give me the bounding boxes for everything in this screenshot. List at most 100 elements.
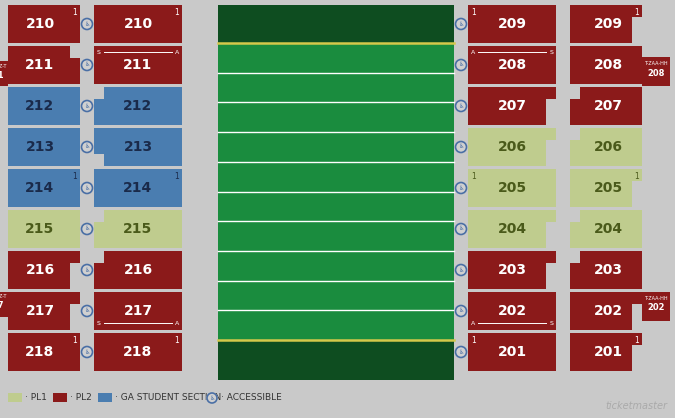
- Bar: [94, 169, 182, 207]
- Text: 209: 209: [593, 17, 622, 31]
- Polygon shape: [570, 333, 642, 371]
- Text: 1: 1: [634, 172, 639, 181]
- Bar: [94, 333, 182, 371]
- Text: 203: 203: [497, 263, 526, 277]
- Text: 208: 208: [593, 58, 622, 72]
- Polygon shape: [570, 292, 642, 330]
- Bar: [0, 292, 8, 317]
- Text: T-ZAA-HH: T-ZAA-HH: [644, 61, 668, 66]
- Bar: [218, 340, 454, 380]
- Text: 218: 218: [124, 345, 153, 359]
- Text: 210: 210: [26, 17, 55, 31]
- Text: ♿: ♿: [458, 21, 464, 26]
- Circle shape: [456, 306, 466, 316]
- Bar: [468, 5, 556, 43]
- Circle shape: [456, 224, 466, 234]
- Text: 216: 216: [26, 263, 55, 277]
- Text: 207: 207: [497, 99, 526, 113]
- Text: 205: 205: [593, 181, 622, 195]
- Text: ♿: ♿: [209, 395, 215, 400]
- Text: 201: 201: [497, 345, 526, 359]
- Text: 202: 202: [593, 304, 622, 318]
- Bar: [94, 292, 182, 330]
- Polygon shape: [570, 128, 642, 166]
- Text: 1: 1: [471, 336, 476, 345]
- Text: 218: 218: [26, 345, 55, 359]
- Text: A: A: [471, 321, 475, 326]
- Circle shape: [82, 18, 92, 30]
- Bar: [218, 191, 454, 221]
- Circle shape: [456, 265, 466, 275]
- Text: ♿: ♿: [84, 308, 90, 314]
- Bar: [642, 57, 670, 86]
- Text: 203: 203: [593, 263, 622, 277]
- Text: A: A: [471, 50, 475, 55]
- Circle shape: [82, 265, 92, 275]
- Text: 1: 1: [174, 336, 179, 345]
- Polygon shape: [8, 251, 80, 289]
- Bar: [468, 46, 556, 84]
- Text: S: S: [97, 321, 101, 326]
- Bar: [53, 393, 67, 402]
- Circle shape: [456, 142, 466, 153]
- Circle shape: [82, 142, 92, 153]
- Text: T-ZAA-HH: T-ZAA-HH: [644, 296, 668, 301]
- Text: 217: 217: [26, 304, 55, 318]
- Text: ♿: ♿: [458, 268, 464, 273]
- Text: 217: 217: [0, 301, 4, 311]
- Text: 212: 212: [26, 99, 55, 113]
- Text: 209: 209: [497, 17, 526, 31]
- Text: ♿: ♿: [84, 186, 90, 191]
- Bar: [218, 310, 454, 340]
- Text: 216: 216: [124, 263, 153, 277]
- Text: 208: 208: [497, 58, 526, 72]
- Bar: [218, 132, 454, 162]
- Circle shape: [82, 100, 92, 112]
- Text: ♿: ♿: [458, 104, 464, 109]
- Text: A: A: [175, 50, 179, 55]
- Text: 1: 1: [72, 8, 77, 17]
- Bar: [218, 5, 454, 43]
- Bar: [94, 5, 182, 43]
- Text: ♿: ♿: [84, 268, 90, 273]
- Text: 211: 211: [26, 58, 55, 72]
- Bar: [8, 333, 80, 371]
- Bar: [468, 292, 556, 330]
- Text: S: S: [549, 321, 553, 326]
- Text: ♿: ♿: [84, 104, 90, 109]
- Text: · PL2: · PL2: [70, 393, 92, 403]
- Bar: [8, 393, 22, 402]
- Bar: [98, 393, 112, 402]
- Text: 1: 1: [72, 172, 77, 181]
- Circle shape: [456, 18, 466, 30]
- Polygon shape: [468, 251, 556, 289]
- Text: ticketmaster: ticketmaster: [605, 401, 667, 411]
- Circle shape: [207, 393, 217, 403]
- Polygon shape: [8, 292, 80, 330]
- Text: ♿: ♿: [84, 349, 90, 354]
- Text: 210: 210: [124, 17, 153, 31]
- Text: 205: 205: [497, 181, 526, 195]
- Text: 215: 215: [26, 222, 55, 236]
- Circle shape: [82, 183, 92, 194]
- Polygon shape: [468, 87, 556, 125]
- Text: S: S: [549, 50, 553, 55]
- Text: 213: 213: [124, 140, 153, 154]
- Polygon shape: [94, 87, 182, 125]
- Text: ♿: ♿: [84, 227, 90, 232]
- Text: 1: 1: [471, 8, 476, 17]
- Polygon shape: [570, 169, 642, 207]
- Text: · ACCESSIBLE: · ACCESSIBLE: [221, 393, 281, 403]
- Circle shape: [456, 183, 466, 194]
- Text: 217: 217: [124, 304, 153, 318]
- Text: 211: 211: [124, 58, 153, 72]
- Bar: [8, 5, 80, 43]
- Text: ♿: ♿: [84, 21, 90, 26]
- Text: ♿: ♿: [458, 63, 464, 67]
- Bar: [218, 251, 454, 280]
- Bar: [94, 46, 182, 84]
- Text: 214: 214: [26, 181, 55, 195]
- Circle shape: [456, 100, 466, 112]
- Text: 214: 214: [124, 181, 153, 195]
- Bar: [642, 292, 670, 321]
